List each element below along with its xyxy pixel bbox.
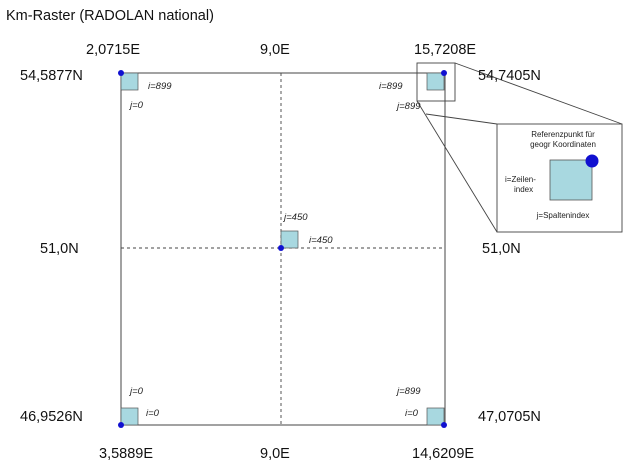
ref-point-bottom-left xyxy=(118,422,124,428)
index-bl-j: j=0 xyxy=(130,386,143,397)
index-br-j: j=899 xyxy=(397,386,421,397)
index-tr-i: i=899 xyxy=(379,81,403,92)
top-right-lon: 15,7208E xyxy=(414,42,477,58)
inset-row-label-line1: i=Zeilen- xyxy=(505,175,536,184)
index-tl-j: j=0 xyxy=(130,100,143,111)
index-bl-i: i=0 xyxy=(146,408,159,419)
inset-ref-label-line1: Referenzpunkt für xyxy=(531,130,595,139)
bottom-left-lat: 46,9526N xyxy=(20,409,83,425)
diagram-title: Km-Raster (RADOLAN national) xyxy=(6,8,214,24)
ref-point-top-right xyxy=(441,70,447,76)
zoom-connector-bottom xyxy=(416,100,498,233)
index-center-j: j=450 xyxy=(284,212,308,223)
center-left-lat: 51,0N xyxy=(40,241,79,257)
bottom-right-lat: 47,0705N xyxy=(478,409,541,425)
top-left-lon: 2,0715E xyxy=(86,42,141,58)
bottom-right-lon: 14,6209E xyxy=(412,446,475,462)
inset-cell xyxy=(549,159,593,201)
ref-point-center xyxy=(278,245,284,251)
cell-center xyxy=(280,230,299,249)
zoom-connector-mid xyxy=(425,113,498,125)
center-bottom-lon: 9,0E xyxy=(260,446,290,462)
top-right-lat: 54,7405N xyxy=(478,68,541,84)
inset-ref-point xyxy=(585,154,599,168)
inset-ref-label-line2: geogr Koordinaten xyxy=(530,140,596,149)
cell-bottom-left xyxy=(120,407,139,426)
center-top-lon: 9,0E xyxy=(260,42,290,58)
index-br-i: i=0 xyxy=(405,408,418,419)
ref-point-bottom-right xyxy=(441,422,447,428)
cell-top-left xyxy=(120,72,139,91)
index-tl-i: i=899 xyxy=(148,81,172,92)
zoom-connector-top xyxy=(454,62,623,125)
bottom-left-lon: 3,5889E xyxy=(99,446,154,462)
zoom-highlight-box xyxy=(416,62,456,102)
center-right-lat: 51,0N xyxy=(482,241,521,257)
cell-bottom-right xyxy=(426,407,445,426)
index-tr-j: j=899 xyxy=(397,101,421,112)
top-left-lat: 54,5877N xyxy=(20,68,83,84)
cell-top-right xyxy=(426,72,445,91)
inset-col-label: j=Spaltenindex xyxy=(536,211,590,220)
raster-frame xyxy=(120,72,446,426)
inset-row-label-line2: index xyxy=(514,185,534,194)
ref-point-top-left xyxy=(118,70,124,76)
index-center-i: i=450 xyxy=(309,235,333,246)
